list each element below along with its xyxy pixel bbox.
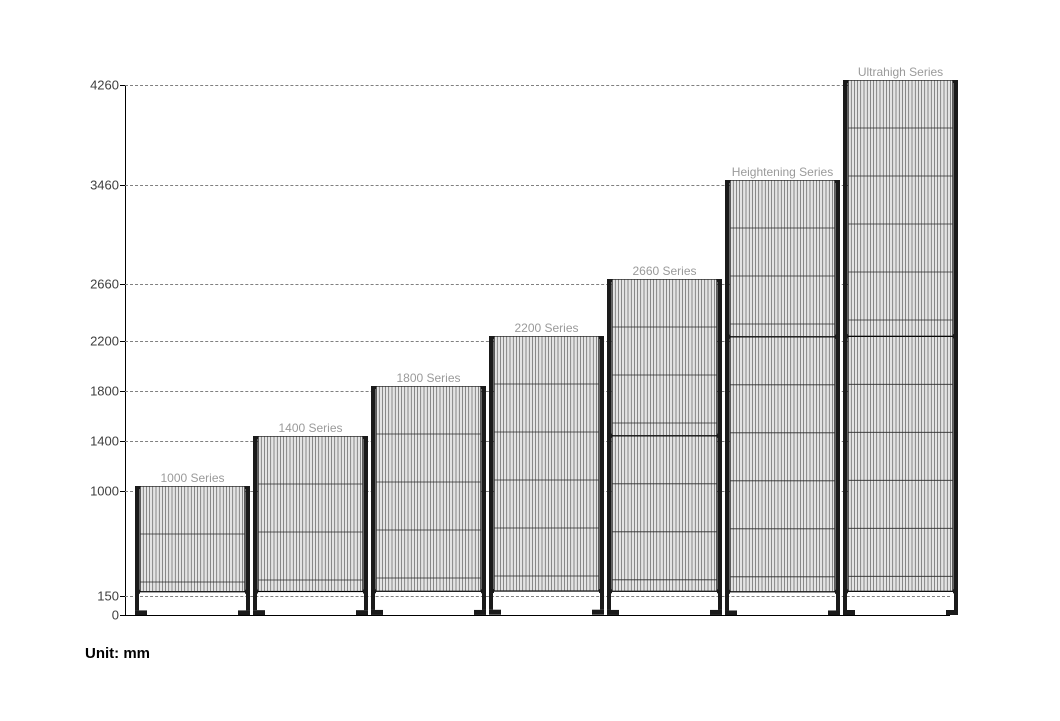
y-axis-line bbox=[125, 85, 126, 615]
fence-panel bbox=[253, 436, 368, 615]
plot-area: 015010001400180022002660346042601000 Ser… bbox=[125, 85, 950, 615]
series-label: 1000 Series bbox=[160, 471, 224, 485]
x-axis-line bbox=[125, 615, 950, 616]
chart-stage: 015010001400180022002660346042601000 Ser… bbox=[0, 0, 1060, 721]
series-label: 2660 Series bbox=[632, 264, 696, 278]
fence-panel bbox=[371, 386, 486, 615]
fence-panel bbox=[607, 279, 722, 615]
fence-panel bbox=[725, 180, 840, 615]
y-tick-mark bbox=[120, 615, 125, 616]
unit-label: Unit: mm bbox=[85, 645, 150, 662]
series-label: 2200 Series bbox=[514, 321, 578, 335]
fence-panel bbox=[489, 336, 604, 615]
fence-panel bbox=[843, 80, 958, 615]
series-label: Ultrahigh Series bbox=[858, 65, 943, 79]
series-label: 1800 Series bbox=[396, 371, 460, 385]
series-label: Heightening Series bbox=[732, 165, 833, 179]
series-label: 1400 Series bbox=[278, 421, 342, 435]
fence-panel bbox=[135, 486, 250, 615]
gridline bbox=[125, 85, 950, 86]
